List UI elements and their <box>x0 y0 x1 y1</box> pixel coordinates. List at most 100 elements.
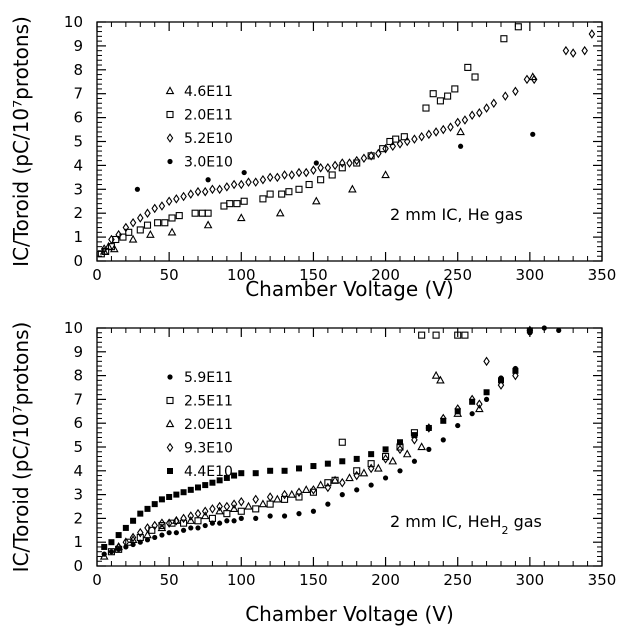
data-point <box>226 200 234 208</box>
x-tick-label: 100 <box>227 571 256 589</box>
y-tick-label: 10 <box>64 319 83 337</box>
y-tick-label: 3 <box>73 486 83 504</box>
x-tick-label: 150 <box>299 571 328 589</box>
y-tick-label: 1 <box>73 228 83 246</box>
data-point <box>203 220 213 229</box>
data-point <box>458 143 464 149</box>
data-point <box>223 510 231 518</box>
y-tick-label: 6 <box>73 414 83 432</box>
y-tick-label: 3 <box>73 180 83 198</box>
data-point <box>134 186 140 192</box>
y-axis-title: IC/Toroid (pC/10⁷protons) <box>9 322 33 573</box>
legend-label: 4.4E10 <box>184 464 233 480</box>
y-tick-label: 2 <box>73 204 83 222</box>
data-point <box>313 160 319 166</box>
data-point <box>200 511 210 520</box>
y-tick-label: 7 <box>73 85 83 103</box>
data-point <box>338 164 346 172</box>
data-point <box>259 174 267 185</box>
data-point <box>339 458 346 465</box>
data-point <box>287 489 297 498</box>
data-point <box>296 465 302 472</box>
legend: 5.9E11 2.5E11 2.0E11 9.3E10 4.4E10 <box>165 370 233 480</box>
data-point <box>429 90 437 98</box>
data-point <box>368 482 374 488</box>
data-point <box>137 527 144 538</box>
data-point <box>400 133 408 141</box>
data-point <box>107 548 115 556</box>
data-point <box>101 543 108 550</box>
data-point <box>375 148 382 159</box>
data-point <box>367 151 375 161</box>
legend-marker <box>166 396 174 405</box>
data-point <box>180 489 187 496</box>
data-point <box>217 520 223 526</box>
data-point <box>187 189 195 199</box>
data-point <box>252 470 259 477</box>
data-point <box>432 331 440 339</box>
legend-label: 9.3E10 <box>184 441 233 457</box>
data-point <box>569 48 577 58</box>
data-point <box>188 525 194 531</box>
legend-label: 5.9E11 <box>184 370 233 386</box>
y-tick-label: 2 <box>73 509 83 527</box>
data-point <box>476 399 483 409</box>
data-point <box>461 115 469 125</box>
data-point <box>464 63 472 71</box>
legend-marker <box>165 419 175 428</box>
data-point <box>173 491 180 498</box>
data-point <box>353 155 360 166</box>
data-point <box>411 458 418 464</box>
data-point <box>285 188 293 196</box>
data-point <box>236 213 246 222</box>
legend-label: 2.0E11 <box>184 417 233 433</box>
data-point <box>144 523 151 533</box>
data-point <box>146 229 155 238</box>
data-point <box>195 525 201 531</box>
data-point <box>281 170 288 180</box>
x-tick-label: 0 <box>92 571 102 589</box>
panel-annotation: 2 mm IC, HeH2 gas <box>390 512 542 537</box>
data-point <box>348 184 357 193</box>
data-point <box>367 460 375 468</box>
data-point <box>166 530 172 536</box>
data-point <box>310 485 317 495</box>
data-point <box>379 145 387 153</box>
data-point <box>209 504 216 514</box>
data-point <box>180 527 187 533</box>
data-point <box>431 370 441 379</box>
data-point <box>230 179 238 190</box>
data-point <box>137 213 144 223</box>
data-point <box>353 455 360 462</box>
data-point <box>202 522 208 529</box>
data-point <box>99 551 109 560</box>
data-point <box>374 463 383 472</box>
x-tick-label: 0 <box>92 266 102 284</box>
data-point <box>512 86 519 97</box>
data-point <box>191 209 199 217</box>
data-point <box>238 515 244 522</box>
y-tick-label: 4 <box>73 156 83 174</box>
data-point <box>382 446 389 453</box>
series-5.2E10 <box>100 29 596 254</box>
data-point <box>258 499 268 508</box>
data-point <box>128 234 138 243</box>
data-point <box>108 549 115 555</box>
data-point <box>310 463 317 470</box>
data-point <box>476 108 483 118</box>
y-tick-label: 1 <box>73 533 83 551</box>
data-point <box>220 202 228 210</box>
data-point <box>436 375 445 384</box>
data-point <box>411 432 418 439</box>
data-point <box>173 194 180 204</box>
data-point <box>168 214 176 222</box>
data-point <box>129 532 137 543</box>
legend-marker <box>167 158 173 165</box>
data-point <box>345 473 354 482</box>
data-point <box>122 222 130 233</box>
data-point <box>274 172 281 183</box>
data-point <box>115 532 122 539</box>
data-point <box>238 470 245 477</box>
data-point <box>346 158 353 168</box>
